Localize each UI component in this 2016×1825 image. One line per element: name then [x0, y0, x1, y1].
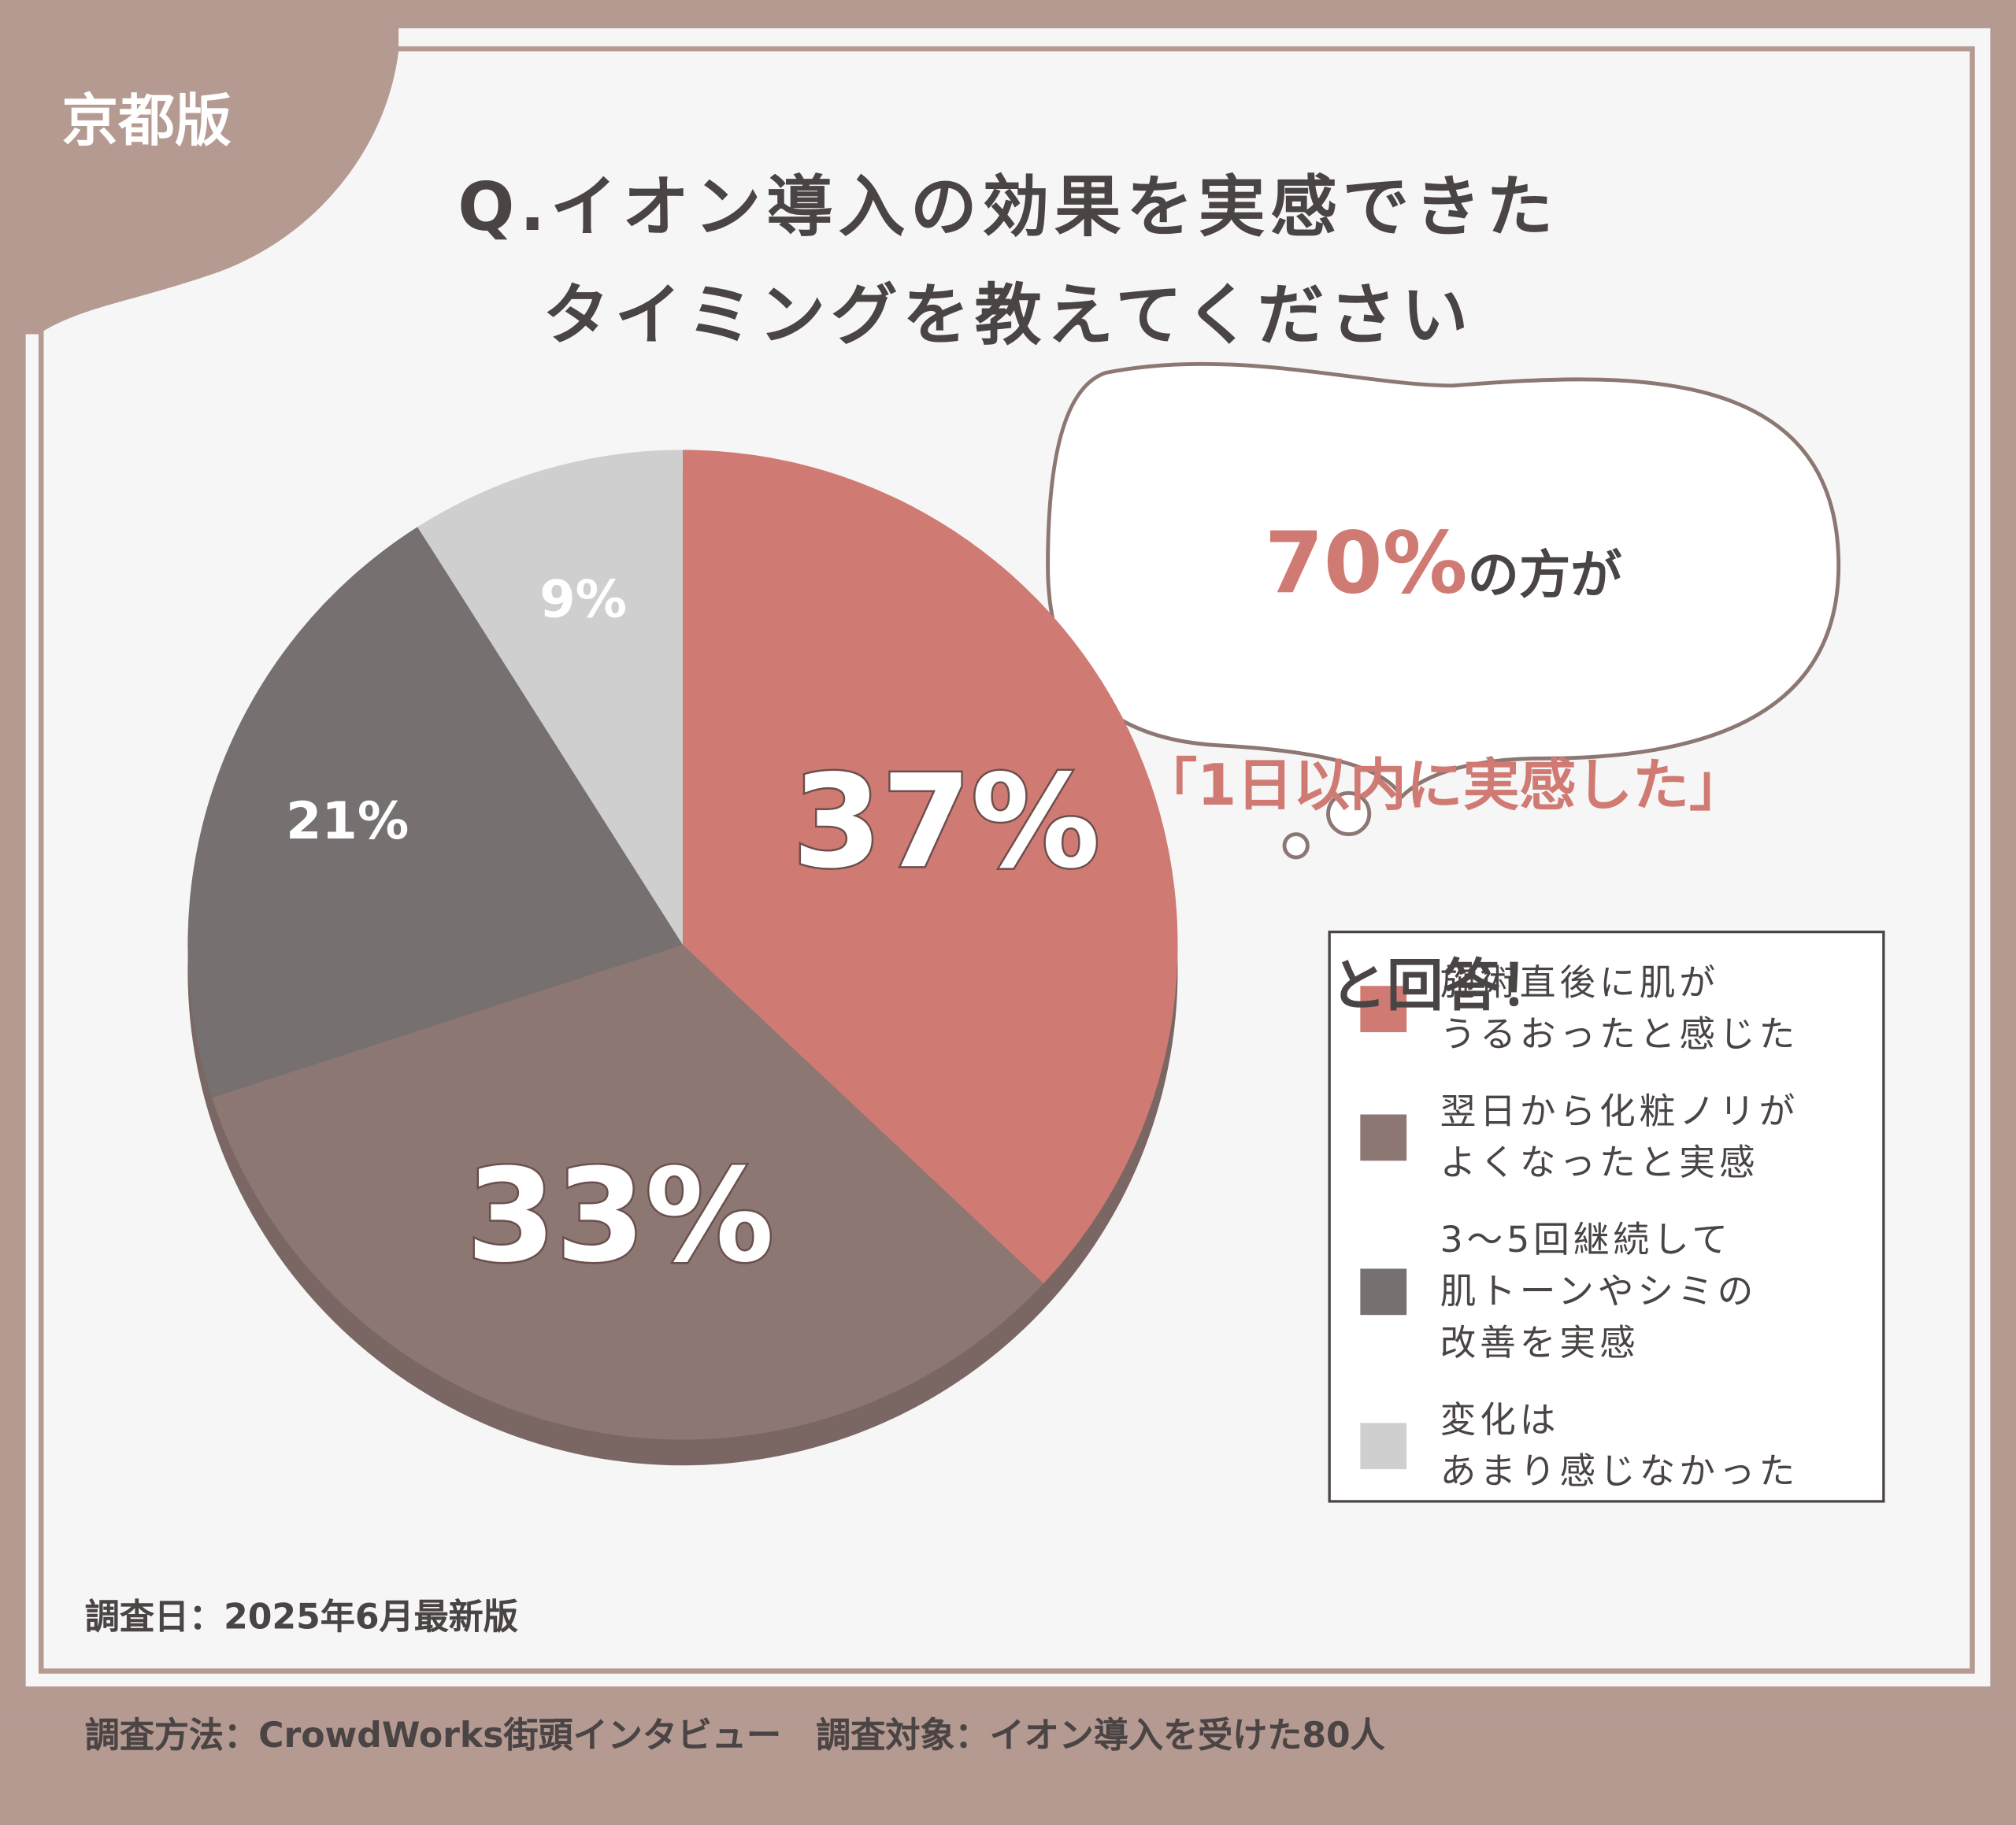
- slice-label: 37%: [792, 746, 1100, 897]
- legend-label: 変化は あまり感じなかった: [1440, 1398, 1799, 1493]
- legend-swatch: [1360, 1268, 1407, 1316]
- chart: 37% 33% 21% 9%: [0, 0, 1991, 1687]
- footer: 調査日：2025年6月最新版 調査方法：CrowdWorks街頭インタビュー 調…: [85, 1530, 1385, 1825]
- pie-slice: [212, 945, 1044, 1440]
- slice-label: 9%: [539, 569, 627, 629]
- page: 37% 33% 21% 9% 京都版 Q.イオン導入の効果を実感できた タイミングを教…: [0, 0, 1991, 1757]
- legend-box: [1328, 931, 1885, 1503]
- pie-slice: [187, 527, 683, 1098]
- badge: 京都版: [61, 88, 232, 154]
- legend-swatch: [1360, 986, 1407, 1033]
- chart-title: Q.イオン導入の効果を実感できた タイミングを教えてください: [458, 169, 1558, 355]
- pie-slice: [682, 450, 1178, 1284]
- bubble-dot: [1326, 790, 1372, 837]
- callout-text: と回答！: [1329, 953, 1557, 1020]
- legend-swatch: [1360, 1114, 1407, 1161]
- callout-highlight: 70%: [1264, 514, 1468, 613]
- callout-text: の方が: [1467, 546, 1622, 605]
- inner-border: [38, 46, 1975, 1674]
- pie-slice: [417, 450, 683, 945]
- footer-method: 調査方法：CrowdWorks街頭インタビュー 調査対象：イオン導入を受けた80…: [84, 1716, 1385, 1757]
- callout-text: 「1日以内に実感した」: [1140, 753, 1746, 819]
- legend-label: 翌日から化粧ノリが よくなったと実感: [1440, 1090, 1799, 1184]
- slice-label: 21%: [286, 791, 409, 851]
- legend-label: 施術直後に肌が うるおったと感じた: [1440, 961, 1799, 1056]
- footer-date: 調査日：2025年6月最新版: [84, 1597, 518, 1638]
- bubble-dot: [1282, 832, 1310, 860]
- slice-label: 33%: [466, 1141, 774, 1291]
- legend-swatch: [1360, 1423, 1407, 1470]
- legend-label: 3〜5回継続して 肌トーンやシミの 改善を実感: [1440, 1218, 1758, 1364]
- callout: 70%の方が 「1日以内に実感した」 と回答！: [1048, 414, 1839, 1138]
- badge-shape: [0, 0, 399, 335]
